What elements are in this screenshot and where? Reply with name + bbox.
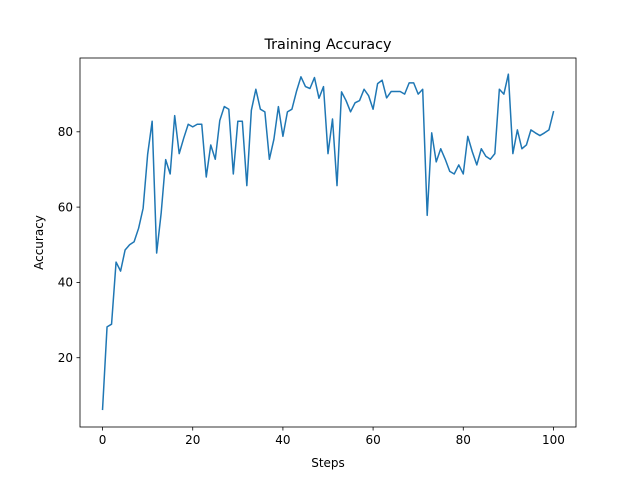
y-tick-label: 20 [58, 351, 73, 365]
chart-title: Training Accuracy [263, 37, 392, 53]
y-axis: 20 40 60 80 [58, 125, 80, 365]
y-tick-label: 40 [58, 276, 73, 290]
plot-area [101, 73, 555, 411]
x-tick-label: 0 [99, 433, 107, 447]
series-line-1 [101, 73, 555, 411]
y-axis-label: Accuracy [32, 215, 46, 270]
x-tick-label: 60 [365, 433, 380, 447]
x-tick-label: 80 [456, 433, 471, 447]
x-tick-label: 100 [542, 433, 565, 447]
y-tick-label: 80 [58, 125, 73, 139]
x-axis-label: Steps [311, 456, 345, 470]
y-tick-label: 60 [58, 200, 73, 214]
axes-frame [79, 57, 577, 428]
x-axis: 0 20 40 60 80 100 [99, 427, 565, 447]
x-tick-label: 20 [185, 433, 200, 447]
x-tick-label: 40 [275, 433, 290, 447]
